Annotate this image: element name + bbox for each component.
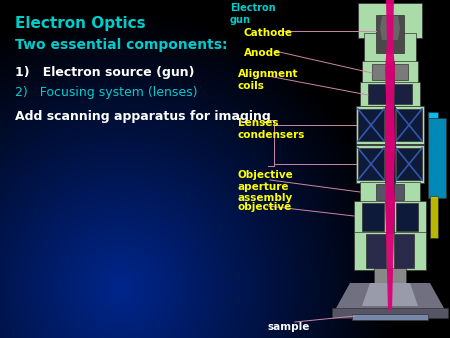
Polygon shape [385,0,395,310]
Polygon shape [380,16,400,40]
Bar [362,61,418,83]
Bar [386,82,394,106]
Bar [396,203,418,231]
Bar [364,33,416,63]
Bar [352,314,428,320]
Bar [376,15,404,53]
Bar [386,201,394,233]
Text: Electron
gun: Electron gun [230,3,275,25]
Bar [356,106,424,144]
Bar [358,3,422,38]
Bar [368,84,386,104]
Bar [428,112,438,118]
Bar [430,196,438,238]
Bar [385,106,395,144]
Bar [354,201,426,233]
Text: Cathode: Cathode [244,28,293,38]
Bar [394,234,414,268]
Bar [358,148,384,180]
Bar [386,61,394,83]
Text: 1)   Electron source (gun): 1) Electron source (gun) [15,66,194,79]
Text: objective: objective [238,202,292,212]
Text: Two essential components:: Two essential components: [15,38,228,52]
Bar [376,184,404,200]
Bar [354,232,426,270]
Text: Add scanning apparatus for imaging: Add scanning apparatus for imaging [15,110,271,123]
Text: Alignment
coils: Alignment coils [238,69,298,91]
Text: Lenses
condensers: Lenses condensers [238,118,306,140]
Bar [356,145,424,183]
Text: 2)   Focusing system (lenses): 2) Focusing system (lenses) [15,86,198,99]
Bar [360,82,420,106]
Bar [332,308,448,318]
Text: Objective
aperture
assembly: Objective aperture assembly [238,170,294,203]
Bar [396,148,422,180]
Bar [358,109,384,141]
Bar [394,84,412,104]
Polygon shape [335,283,445,310]
Bar [385,145,395,183]
Bar [386,182,394,202]
Bar [372,64,408,80]
Bar [360,182,420,202]
Bar [366,234,386,268]
Text: Electron Optics: Electron Optics [15,16,146,31]
Text: Anode: Anode [244,48,281,58]
Text: sample: sample [268,322,310,332]
Bar [396,109,422,141]
Bar [374,268,406,283]
Bar [362,203,384,231]
Polygon shape [362,283,418,306]
Bar [428,118,446,198]
